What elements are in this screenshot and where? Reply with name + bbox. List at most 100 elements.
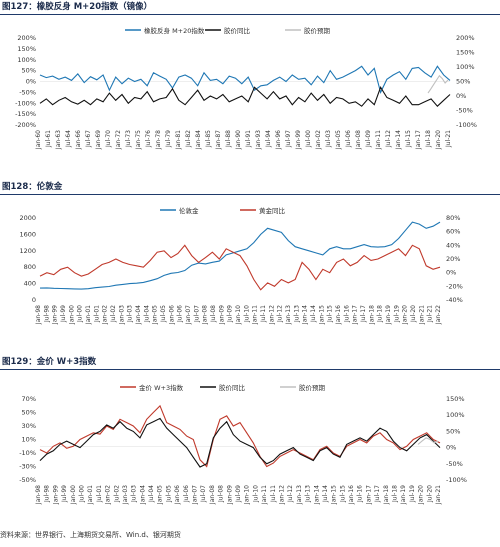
x-tick-26: Jan-11 — [252, 305, 259, 325]
source-note: 资料来源：世界银行、上海期货交易所、Win.d、银河期货 — [0, 531, 181, 539]
x-tick-39: Jul-17 — [360, 305, 367, 323]
x-tick-30: Jan-05 — [335, 130, 342, 150]
x-tick-42: Jan-19 — [385, 305, 392, 325]
left-tick-0: 200% — [17, 34, 36, 42]
x-tick-31: Jul-13 — [293, 305, 300, 323]
x-tick-45: Jul-20 — [426, 485, 433, 503]
x-tick-28: Jan-12 — [278, 485, 285, 505]
x-tick-18: Jan-87 — [215, 130, 222, 150]
x-tick-43: Jul-19 — [409, 485, 416, 503]
x-tick-6: Jan-69 — [95, 130, 102, 150]
right-tick-3: 50% — [456, 78, 470, 86]
x-tick-17: Jul-85 — [205, 130, 212, 148]
x-tick-7: Jul-01 — [96, 485, 103, 503]
left-tick-3: 10% — [22, 436, 36, 444]
x-tick-5: Jul-67 — [85, 130, 92, 148]
right-tick-1: 100% — [446, 411, 465, 419]
legend-label-1: 胶价同比 — [219, 383, 246, 392]
right-tick-6: -40% — [446, 296, 463, 304]
x-tick-37: Jul-16 — [357, 485, 364, 503]
x-tick-36: Jan-16 — [348, 485, 355, 505]
x-tick-32: Jan-08 — [355, 130, 362, 150]
right-tick-5: -20% — [446, 282, 463, 290]
x-tick-11: Jul-03 — [131, 485, 138, 503]
left-tick-2: 100% — [17, 56, 36, 64]
x-tick-47: Jul-21 — [427, 305, 434, 323]
x-tick-26: Jan-99 — [295, 130, 302, 150]
x-tick-36: Jan-16 — [335, 305, 342, 325]
x-tick-35: Jul-15 — [339, 485, 346, 503]
x-tick-21: Jul-08 — [218, 485, 225, 503]
x-tick-17: Jul-06 — [183, 485, 190, 503]
right-tick-0: 200% — [456, 34, 475, 42]
x-tick-7: Jul-01 — [93, 305, 100, 323]
x-tick-44: Jan-20 — [418, 485, 425, 505]
x-tick-31: Jul-13 — [305, 485, 312, 503]
x-tick-25: Jul-10 — [243, 305, 250, 323]
chart-129-title: 图129：金价 W+3指数 — [2, 357, 97, 367]
legend-label-1: 胶价同比 — [224, 26, 251, 35]
x-tick-10: Jan-75 — [135, 130, 142, 150]
x-tick-35: Jul-15 — [327, 305, 334, 323]
right-tick-0: 150% — [446, 395, 465, 403]
chart-127-title: 图127：橡胶反身 M+20指数（镜像） — [2, 2, 153, 12]
x-tick-38: Jan-17 — [352, 305, 359, 325]
legend-label-2: 胶价预期 — [299, 383, 326, 392]
left-tick-4: 400 — [24, 280, 36, 288]
x-tick-33: Jul-14 — [322, 485, 329, 503]
x-tick-0: Jan-60 — [35, 130, 42, 150]
x-tick-14: Jan-81 — [175, 130, 182, 150]
x-tick-34: Jan-15 — [318, 305, 325, 325]
x-tick-46: Jan-21 — [418, 305, 425, 325]
x-tick-1: Jul-98 — [44, 485, 51, 503]
x-tick-10: Jan-03 — [118, 305, 125, 325]
series-line-1 — [39, 417, 441, 468]
x-tick-38: Jan-17 — [365, 485, 372, 505]
x-tick-48: Jan-22 — [435, 305, 442, 325]
legend-label-0: 橡胶反身 M+20指数 — [144, 26, 205, 35]
x-tick-29: Jul-12 — [287, 485, 294, 503]
left-tick-1: 1600 — [19, 230, 36, 238]
x-tick-40: Jan-18 — [383, 485, 390, 505]
x-tick-15: Jul-82 — [185, 130, 192, 148]
left-tick-6: -100% — [15, 99, 36, 107]
right-tick-5: -50% — [456, 107, 473, 115]
chart-129: 金价 W+3指数 胶价同比 胶价预期 70% 50% 30% 10% -10% -30% -50%… — [19, 383, 467, 505]
chart-127: 橡胶反身 M+20指数 胶价同比 胶价预期 200% 150% 100% 50% 0% -50%… — [15, 26, 477, 150]
x-tick-21: Jul-08 — [210, 305, 217, 323]
x-tick-5: Jul-00 — [78, 485, 85, 503]
x-tick-26: Jan-11 — [261, 485, 268, 505]
x-tick-27: Jul-11 — [270, 485, 277, 503]
x-tick-9: Jul-73 — [125, 130, 132, 148]
x-tick-41: Jul-18 — [377, 305, 384, 323]
x-tick-19: Jul-07 — [200, 485, 207, 503]
x-tick-35: Jul-12 — [385, 130, 392, 148]
x-tick-32: Jan-14 — [313, 485, 320, 505]
left-tick-1: 150% — [17, 45, 36, 53]
x-tick-14: Jan-05 — [152, 305, 159, 325]
x-tick-23: Jul-94 — [265, 130, 272, 148]
x-tick-30: Jan-13 — [285, 305, 292, 325]
x-tick-28: Jan-02 — [315, 130, 322, 150]
x-tick-32: Jan-14 — [302, 305, 309, 325]
series-line-0 — [39, 221, 441, 290]
x-tick-23: Jul-09 — [227, 305, 234, 323]
x-tick-39: Jul-18 — [425, 130, 432, 148]
right-tick-4: -50% — [446, 460, 463, 468]
x-tick-3: Jul-99 — [61, 485, 68, 503]
right-tick-1: 60% — [446, 228, 460, 236]
x-tick-12: Jan-78 — [155, 130, 162, 150]
x-tick-15: Jul-05 — [165, 485, 172, 503]
right-tick-6: -100% — [456, 121, 477, 129]
left-tick-8: -200% — [15, 121, 36, 129]
x-tick-34: Jan-11 — [375, 130, 382, 150]
x-tick-2: Jan-99 — [52, 485, 59, 505]
left-tick-1: 50% — [22, 409, 36, 417]
left-tick-7: -150% — [15, 110, 36, 118]
x-tick-8: Jan-02 — [105, 485, 112, 505]
x-tick-6: Jan-01 — [87, 485, 94, 505]
x-tick-40: Jan-18 — [368, 305, 375, 325]
left-tick-6: -50% — [19, 476, 36, 484]
x-tick-29: Jul-12 — [277, 305, 284, 323]
